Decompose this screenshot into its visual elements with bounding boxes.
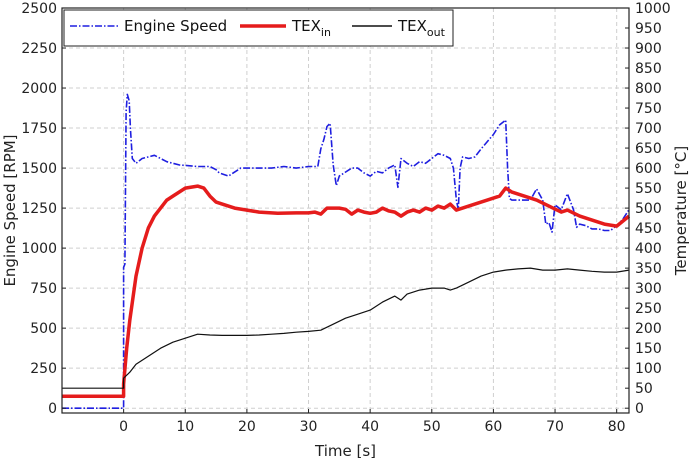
legend-label-text: Engine Speed [124, 17, 227, 35]
right-tick-label: 700 [635, 121, 662, 137]
left-tick-label: 1750 [21, 121, 57, 137]
right-tick-label: 250 [635, 301, 662, 317]
x-tick-label: 70 [546, 419, 564, 435]
left-axis-label: Engine Speed [RPM] [1, 134, 19, 286]
plot-frame [61, 7, 630, 414]
right-tick-label: 500 [635, 201, 662, 217]
right-tick-label: 600 [635, 161, 662, 177]
x-tick-label: 40 [361, 419, 379, 435]
right-tick-label: 50 [635, 381, 653, 397]
left-tick-label: 750 [30, 281, 57, 297]
left-tick-label: 1500 [21, 161, 57, 177]
series-line-tex_in [62, 184, 631, 398]
right-tick-label: 300 [635, 281, 662, 297]
left-tick-label: 0 [48, 401, 57, 417]
left-tick-label: 1250 [21, 201, 57, 217]
legend-label-text: TEX [291, 17, 321, 35]
right-tick-label: 400 [635, 241, 662, 257]
legend-label-tex_out: TEXout [397, 17, 446, 39]
plot-series [62, 93, 631, 409]
right-tick-label: 950 [635, 21, 662, 37]
legend-label-subscript: in [321, 26, 331, 39]
left-tick-label: 2500 [21, 1, 57, 17]
series-line-tex_out [62, 267, 630, 389]
series-line-engine_speed [62, 93, 630, 409]
right-tick-label: 450 [635, 221, 662, 237]
left-tick-label: 1000 [21, 241, 57, 257]
x-tick-label: 30 [300, 419, 318, 435]
left-axis-ticks: 0 250 500 750 1000 1250 1500 1750 2000 2250 2500 [21, 1, 66, 417]
right-tick-label: 350 [635, 261, 662, 277]
x-tick-label: 80 [608, 419, 626, 435]
legend-label-engine_speed: Engine Speed [124, 17, 227, 35]
x-axis-label: Time [s] [314, 442, 376, 460]
x-tick-label: 0 [119, 419, 128, 435]
right-tick-label: 550 [635, 181, 662, 197]
x-tick-label: 10 [176, 419, 194, 435]
left-tick-label: 2250 [21, 41, 57, 57]
right-tick-label: 200 [635, 321, 662, 337]
legend-box [63, 9, 454, 47]
legend-label-tex_in: TEXin [291, 17, 331, 39]
right-tick-label: 650 [635, 141, 662, 157]
right-tick-label: 0 [635, 401, 644, 417]
legend-label-subscript: out [427, 26, 446, 39]
right-tick-label: 100 [635, 361, 662, 377]
x-tick-label: 50 [423, 419, 441, 435]
right-tick-label: 150 [635, 341, 662, 357]
right-tick-label: 1000 [635, 1, 671, 17]
left-tick-label: 2000 [21, 81, 57, 97]
left-tick-label: 500 [30, 321, 57, 337]
x-tick-label: 20 [238, 419, 256, 435]
right-axis-label: Temperature [°C] [672, 146, 690, 276]
legend-label-text: TEX [397, 17, 427, 35]
x-axis-ticks: 0 10 20 30 40 50 60 70 80 [119, 409, 626, 435]
right-axis-ticks: 0 50 100 150 200 250 300 350 400 450 500 550 600 650 7… [625, 1, 671, 417]
right-tick-label: 850 [635, 61, 662, 77]
legend: Engine Speed TEXin TEXout [63, 9, 454, 47]
right-tick-label: 800 [635, 81, 662, 97]
right-tick-label: 750 [635, 101, 662, 117]
right-tick-label: 900 [635, 41, 662, 57]
x-tick-label: 60 [484, 419, 502, 435]
left-tick-label: 250 [30, 361, 57, 377]
